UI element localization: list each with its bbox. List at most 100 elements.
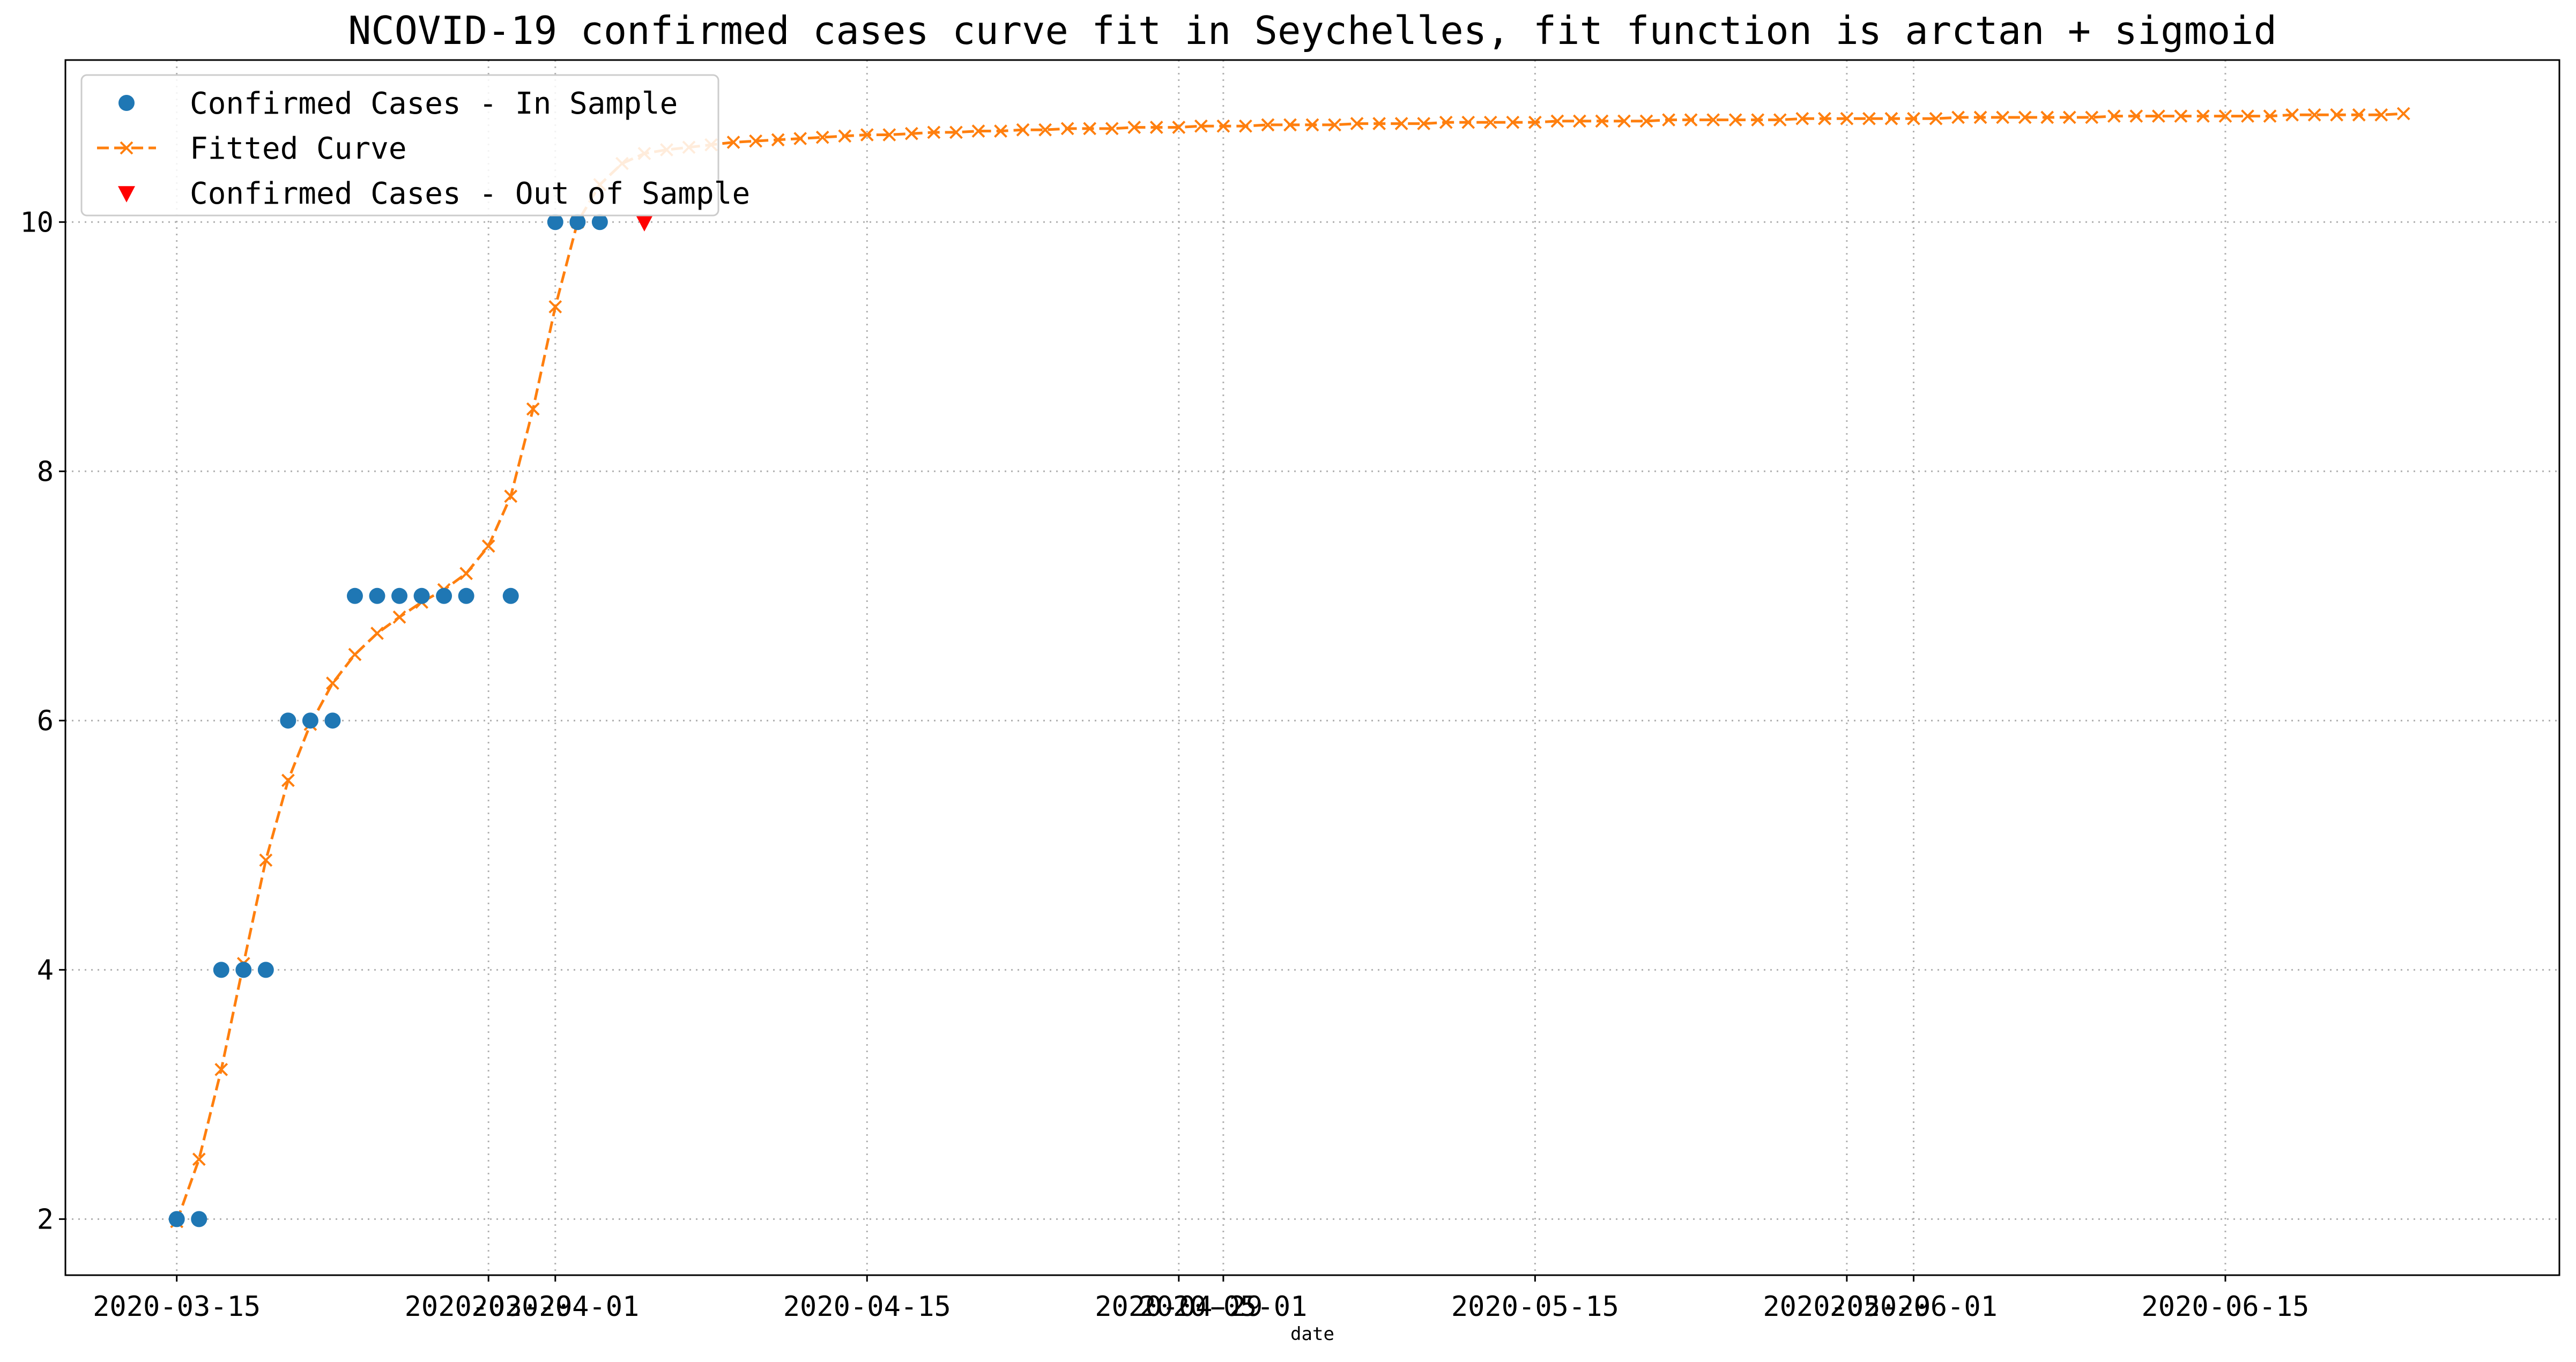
fitted-curve-point [2307, 108, 2321, 122]
fitted-curve-point [1372, 117, 1386, 130]
fitted-curve-point [1016, 123, 1030, 137]
fitted-curve-point [793, 132, 807, 145]
fitted-curve-point [2196, 109, 2210, 123]
fitted-curve-point [1884, 111, 1898, 125]
fitted-curve-point [1083, 122, 1097, 136]
fitted-curve-point [1060, 122, 1074, 136]
fitted-curve-point [1127, 121, 1141, 134]
x-tick-label: 2020-03-29 [405, 1291, 573, 1323]
fitted-curve-point [1751, 113, 1765, 127]
fitted-curve-point [1283, 118, 1297, 132]
in-sample-point [591, 214, 608, 230]
fitted-curve-point [1439, 115, 1453, 129]
fitted-curve-point [1907, 111, 1920, 125]
fitted-curve-point [2085, 110, 2099, 124]
fitted-curve-point [1528, 115, 1542, 129]
fitted-curve-point [971, 124, 985, 138]
fitted-curve-point [1194, 119, 1208, 133]
y-tick-label: 2 [37, 1203, 54, 1236]
fitted-curve-point [1328, 118, 1341, 132]
x-tick-label: 2020-06-15 [2141, 1291, 2309, 1323]
fitted-curve-point [1105, 122, 1119, 136]
fitted-curve-point [838, 129, 852, 143]
x-tick-label: 2020-04-15 [783, 1291, 951, 1323]
fitted-curve-point [1840, 111, 1854, 125]
fitted-curve-point [2263, 109, 2277, 123]
x-tick-label: 2020-06-01 [1830, 1291, 1998, 1323]
x-tick-label: 2020-03-15 [93, 1291, 261, 1323]
fitted-curve-point [904, 126, 918, 140]
fitted-curve-point [749, 134, 763, 148]
legend-label: Confirmed Cases - In Sample [190, 86, 678, 121]
in-sample-point [569, 214, 586, 230]
x-tick-label: 2020-05-15 [1451, 1291, 1619, 1323]
fitted-curve-point [1216, 119, 1230, 133]
in-sample-point [235, 962, 252, 978]
grid [65, 60, 2559, 1275]
fitted-curve-point [949, 125, 963, 139]
fitted-curve-point [1951, 110, 1965, 124]
fitted-curve-point [994, 124, 1007, 138]
fitted-curve-point [2218, 109, 2232, 123]
fitted-curve-point [882, 128, 896, 142]
x-tick-label: 2020-05-01 [1139, 1291, 1307, 1323]
fitted-curve-point [1038, 123, 1052, 137]
legend: Confirmed Cases - In Sample Fitted Curve C… [80, 74, 750, 217]
fitted-curve-point [2241, 109, 2254, 123]
chart-title: NCOVID-19 confirmed cases curve fit in S… [348, 8, 2277, 53]
fitted-curve-point [2396, 107, 2410, 121]
in-sample-point [302, 712, 318, 729]
in-sample-point [547, 214, 563, 230]
legend-box [80, 74, 719, 217]
fitted-curve-point [1461, 115, 1475, 129]
fitted-curve-point [526, 402, 540, 416]
x-axis-label: date [1290, 1323, 1334, 1345]
fitted-curve-point [1595, 114, 1609, 128]
legend-marker-circle [118, 95, 135, 111]
fitted-curve-point [2151, 109, 2165, 123]
x-tick-label: 2020-05-29 [1763, 1291, 1931, 1323]
fitted-curve-point [1795, 111, 1809, 125]
legend-marker-x [120, 141, 133, 155]
in-sample-point [213, 962, 229, 978]
fitted-curve-point [1483, 115, 1497, 129]
out-of-sample-point [635, 215, 653, 232]
fitted-curve-point [1639, 114, 1653, 128]
in-sample-point [458, 587, 474, 604]
y-tick-label: 10 [20, 206, 54, 239]
fitted-curve-point [1662, 113, 1675, 127]
fitted-curve-point [1706, 113, 1720, 127]
fitted-curve-point [1261, 118, 1275, 132]
fitted-curve-point [1817, 111, 1831, 125]
fitted-curve-point [1172, 121, 1186, 134]
legend-entry: Fitted Curve [97, 131, 407, 166]
legend-label: Confirmed Cases - Out of Sample [190, 176, 750, 211]
fitted-curve-point [370, 627, 384, 640]
plot-frame [64, 59, 2560, 1276]
fitted-curve-point [1996, 110, 2010, 124]
fitted-curve-point [504, 489, 518, 503]
fitted-curve-point [771, 133, 785, 147]
fitted-curve-point [2018, 110, 2032, 124]
fitted-curve-point [815, 130, 829, 144]
fitted-curve-point [2062, 110, 2076, 124]
fitted-curve-point [348, 647, 362, 661]
fitted-curve-point [392, 610, 406, 624]
in-sample-point [168, 1211, 185, 1227]
legend-entry: Confirmed Cases - Out of Sample [118, 176, 750, 211]
fitted-curve-point [1773, 113, 1787, 127]
fitted-curve-point [2374, 108, 2388, 122]
x-tick-label: 2020-04-29 [1095, 1291, 1263, 1323]
in-sample-point [391, 587, 408, 604]
in-sample-point [502, 587, 519, 604]
fitted-curve-point [1506, 115, 1520, 129]
fitted-curve-point [2285, 108, 2299, 122]
in-sample-point [191, 1211, 207, 1227]
fitted-curve-point [1394, 117, 1408, 130]
fitted-curve-point [2352, 108, 2366, 122]
fitted-curve-point [1417, 117, 1431, 130]
fitted-curve-point [1149, 121, 1163, 134]
